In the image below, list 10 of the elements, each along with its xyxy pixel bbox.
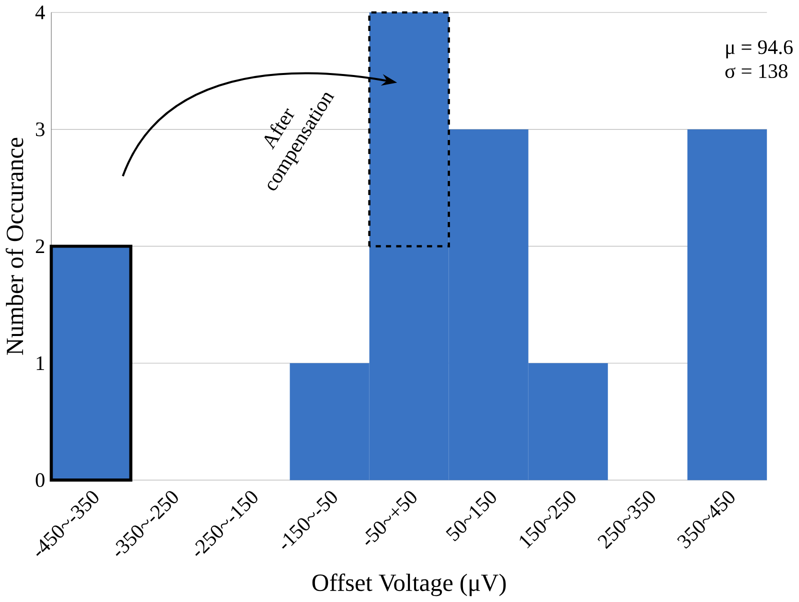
y-tick-label: 4 <box>35 6 45 20</box>
x-axis-title: Offset Voltage (μV) <box>312 574 506 596</box>
y-tick-label: 1 <box>36 356 44 370</box>
annotation: μ = 94.6 <box>726 40 793 58</box>
annotation: σ = 138 <box>725 64 788 78</box>
y-axis-title: Number of Occurance <box>6 138 24 355</box>
y-tick-label: 3 <box>36 122 44 136</box>
bar <box>687 129 767 480</box>
y-tick-label: 2 <box>36 240 44 254</box>
y-tick-label: 0 <box>36 473 44 488</box>
